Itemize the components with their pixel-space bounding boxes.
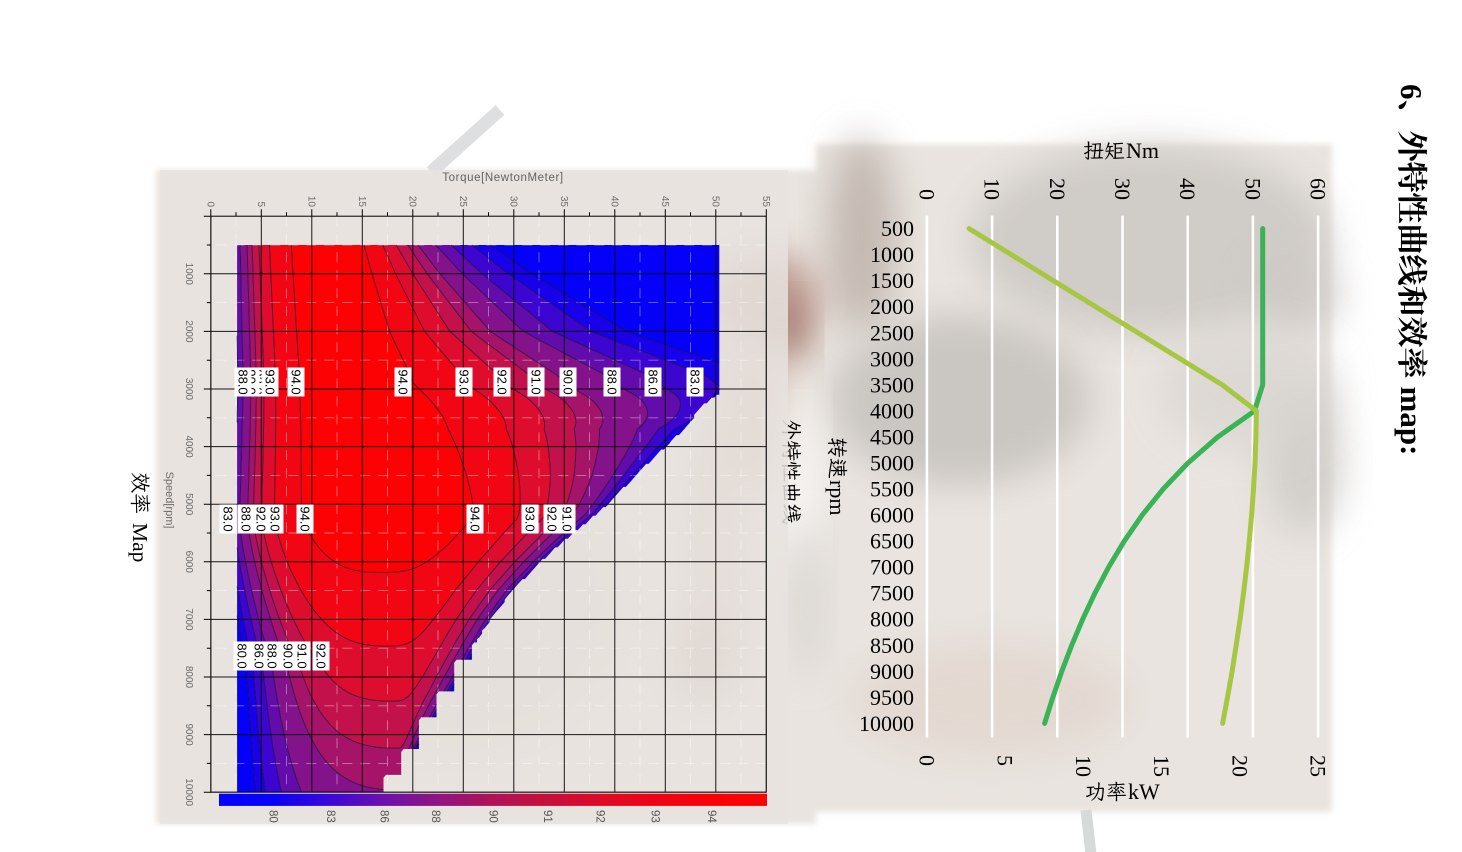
svg-text:6500: 6500 (870, 529, 914, 554)
svg-text:Map: Map (128, 523, 152, 562)
svg-text:20: 20 (406, 196, 417, 208)
svg-text:30: 30 (507, 196, 518, 208)
svg-text:80: 80 (266, 810, 278, 823)
svg-text:25: 25 (1306, 755, 1331, 777)
svg-text:6: 6 (1394, 84, 1429, 100)
svg-text:3500: 3500 (870, 372, 914, 397)
svg-text:1000: 1000 (870, 242, 914, 267)
svg-text:1000: 1000 (183, 263, 194, 286)
svg-text:92: 92 (594, 810, 606, 823)
svg-text:4000: 4000 (183, 435, 194, 458)
svg-text:2000: 2000 (183, 320, 194, 343)
svg-text:6000: 6000 (183, 551, 194, 574)
svg-text:7000: 7000 (183, 608, 194, 631)
svg-text:8000: 8000 (870, 607, 914, 632)
svg-text:10: 10 (1071, 755, 1096, 777)
svg-text:15: 15 (356, 196, 367, 208)
svg-text:25: 25 (457, 196, 468, 208)
svg-text:20: 20 (1045, 178, 1070, 200)
svg-text:94: 94 (705, 810, 717, 823)
svg-text:9000: 9000 (183, 723, 194, 746)
svg-text:86.0: 86.0 (645, 369, 660, 394)
svg-text:3000: 3000 (870, 346, 914, 371)
svg-text:2500: 2500 (870, 320, 914, 345)
svg-text:55: 55 (760, 196, 771, 208)
svg-text:90.0: 90.0 (280, 643, 295, 668)
svg-text:10000: 10000 (859, 711, 914, 736)
svg-text:30: 30 (1110, 178, 1135, 200)
svg-text:93.0: 93.0 (456, 369, 471, 394)
svg-text:40: 40 (608, 196, 619, 208)
svg-text:88.0: 88.0 (238, 506, 253, 531)
svg-text:86.0: 86.0 (251, 643, 266, 668)
svg-text:91.0: 91.0 (294, 643, 309, 668)
svg-text:4500: 4500 (870, 424, 914, 449)
svg-text:50: 50 (1240, 178, 1265, 200)
svg-text:94.0: 94.0 (467, 506, 482, 531)
svg-text:40: 40 (1175, 178, 1200, 200)
svg-text:86: 86 (378, 810, 390, 823)
svg-text:10: 10 (305, 196, 316, 208)
svg-text:60: 60 (1306, 178, 1331, 200)
svg-text:0: 0 (914, 755, 939, 766)
svg-text:88.0: 88.0 (604, 369, 619, 394)
svg-text:50: 50 (709, 196, 720, 208)
svg-text:5500: 5500 (870, 477, 914, 502)
svg-text:92.0: 92.0 (253, 506, 268, 531)
svg-text:10: 10 (980, 178, 1005, 200)
svg-text:1500: 1500 (870, 268, 914, 293)
svg-text:91.0: 91.0 (528, 369, 543, 394)
svg-text:0: 0 (204, 201, 215, 207)
svg-text:93.0: 93.0 (267, 506, 282, 531)
svg-text:88.0: 88.0 (235, 369, 250, 394)
svg-text:9500: 9500 (870, 685, 914, 710)
svg-text:3000: 3000 (183, 378, 194, 401)
svg-text:91.0: 91.0 (559, 506, 574, 531)
svg-text:7500: 7500 (870, 581, 914, 606)
svg-text:Nm: Nm (1126, 138, 1159, 163)
svg-text:94.0: 94.0 (395, 369, 410, 394)
svg-text:45: 45 (659, 196, 670, 208)
svg-text:9000: 9000 (870, 659, 914, 684)
svg-text:93.0: 93.0 (262, 369, 277, 394)
svg-text:8500: 8500 (870, 633, 914, 658)
svg-text:7000: 7000 (870, 555, 914, 580)
svg-text:94.0: 94.0 (288, 369, 303, 394)
svg-text:20: 20 (1227, 755, 1252, 777)
svg-text:88: 88 (429, 810, 441, 823)
svg-text:5: 5 (255, 201, 266, 207)
svg-text:15: 15 (1149, 755, 1174, 777)
svg-text:rpm: rpm (825, 480, 850, 515)
svg-text:8000: 8000 (183, 666, 194, 689)
svg-text:4000: 4000 (870, 398, 914, 423)
svg-text:Torque[NewtonMeter]: Torque[NewtonMeter] (442, 172, 563, 184)
svg-text:92.0: 92.0 (544, 506, 559, 531)
svg-text:6000: 6000 (870, 503, 914, 528)
svg-text:83.0: 83.0 (220, 506, 235, 531)
svg-text:83: 83 (324, 810, 336, 823)
svg-text:Speed[rpm]: Speed[rpm] (163, 472, 175, 529)
svg-text:5: 5 (993, 755, 1018, 766)
svg-text:93.0: 93.0 (522, 506, 537, 531)
svg-text:92.0: 92.0 (313, 643, 328, 668)
svg-text:93: 93 (649, 810, 661, 823)
svg-text:500: 500 (881, 216, 914, 241)
svg-text:90: 90 (487, 810, 499, 823)
svg-text:91: 91 (541, 810, 553, 823)
svg-text:94.0: 94.0 (297, 506, 312, 531)
svg-text:35: 35 (558, 196, 569, 208)
svg-text:83.0: 83.0 (687, 369, 702, 394)
svg-text:5000: 5000 (183, 493, 194, 516)
svg-text:90.0: 90.0 (560, 369, 575, 394)
svg-text:kW: kW (1128, 779, 1160, 804)
svg-text:92.0: 92.0 (494, 369, 509, 394)
svg-text:80.0: 80.0 (234, 643, 249, 668)
svg-text:0: 0 (914, 189, 939, 200)
svg-text:88.0: 88.0 (264, 643, 279, 668)
svg-text:map:: map: (1394, 387, 1429, 456)
svg-text:5000: 5000 (870, 451, 914, 476)
svg-text:10000: 10000 (183, 778, 194, 806)
svg-text:2000: 2000 (870, 294, 914, 319)
